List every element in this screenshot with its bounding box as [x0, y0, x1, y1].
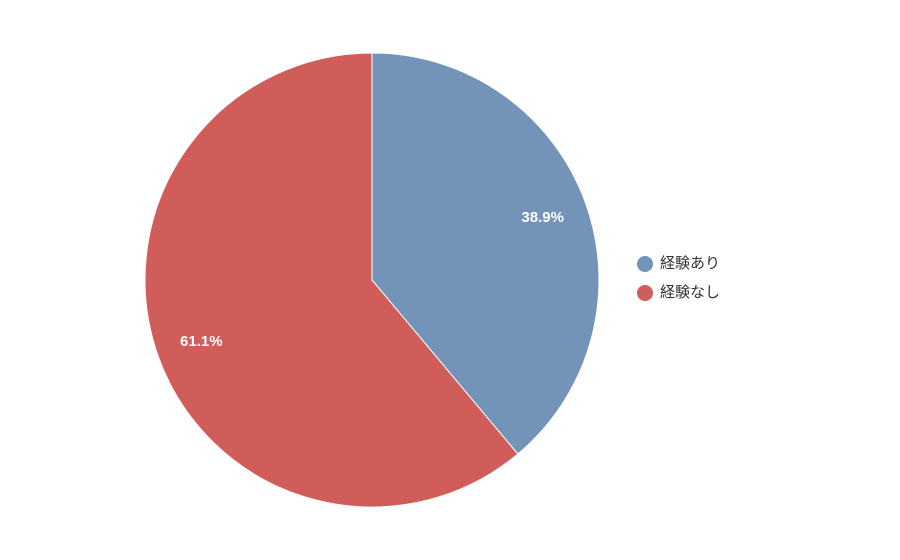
- value-label: 38.9%: [521, 209, 564, 226]
- pie-slice: [371, 52, 600, 455]
- legend-swatch: [637, 256, 653, 272]
- pie-slice: [144, 52, 519, 508]
- value-label: 61.1%: [180, 333, 223, 350]
- legend-label: 経験あり: [660, 255, 720, 272]
- legend-swatch: [637, 285, 653, 301]
- legend-label: 経験なし: [660, 284, 720, 301]
